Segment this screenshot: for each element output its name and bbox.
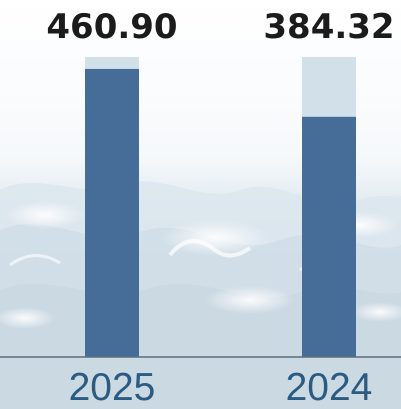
value-label-2024: 384.32 (263, 7, 394, 47)
bar-2024 (302, 116, 356, 357)
labels-group: 460.90 384.32 (46, 7, 394, 47)
x-tick-label-2024: 2024 (286, 366, 373, 409)
value-label-2025: 460.90 (46, 7, 177, 47)
x-axis-ticks: 2025 2024 (69, 366, 373, 409)
bars-group (85, 57, 356, 357)
bar-2025 (85, 68, 139, 357)
x-tick-label-2025: 2025 (69, 366, 156, 409)
